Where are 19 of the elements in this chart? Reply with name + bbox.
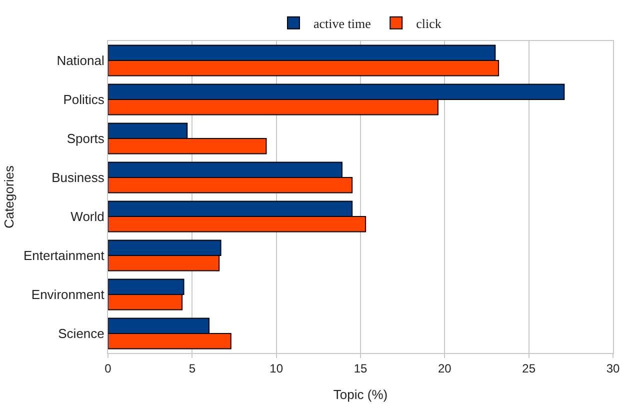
y-tick-label: National [56,53,105,68]
legend-label: active time [314,16,372,31]
y-tick-label: Environment [31,287,105,302]
y-tick-label: Entertainment [23,248,105,264]
y-tick-label: Business [52,170,105,186]
y-tick-label: Politics [63,92,105,108]
x-tick-label: 25 [522,361,536,376]
x-tick-label: 20 [438,361,452,376]
y-tick-label: Science [58,326,104,342]
x-tick-label: 15 [354,361,368,376]
x-axis-title: Topic (%) [333,387,388,402]
x-tick-label: 5 [188,361,196,376]
legend-label: click [416,16,442,31]
y-axis-title: Categories [1,165,16,228]
y-tick-label: World [70,209,104,224]
x-tick-label: 30 [606,361,620,376]
x-tick-label: 10 [270,361,284,376]
x-tick-label: 0 [104,361,112,376]
y-tick-label: Sports [66,131,105,146]
